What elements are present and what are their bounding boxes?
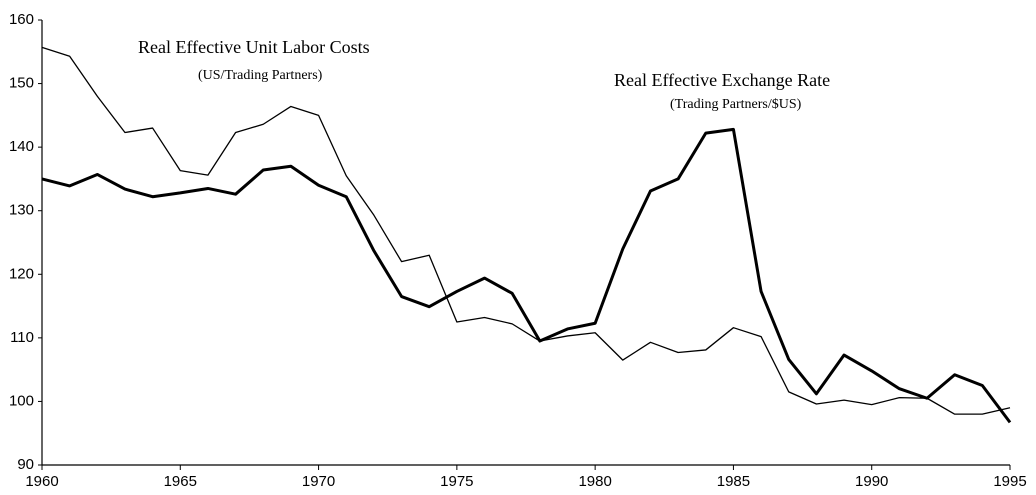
x-tick-label: 1960 <box>25 473 58 490</box>
x-tick-label: 1995 <box>993 473 1026 490</box>
y-tick-label: 90 <box>17 456 34 473</box>
x-tick-label: 1980 <box>578 473 611 490</box>
y-tick-label: 130 <box>9 202 34 219</box>
x-tick-label: 1990 <box>855 473 888 490</box>
x-tick-label: 1970 <box>302 473 335 490</box>
y-tick-label: 160 <box>9 11 34 28</box>
series-label: Real Effective Exchange Rate <box>614 70 830 90</box>
y-tick-label: 120 <box>9 265 34 282</box>
y-tick-label: 100 <box>9 392 34 409</box>
y-tick-label: 110 <box>10 329 34 346</box>
y-tick-label: 150 <box>9 75 34 92</box>
series-note: (US/Trading Partners) <box>198 68 323 83</box>
x-tick-label: 1985 <box>717 473 750 490</box>
x-tick-label: 1975 <box>440 473 473 490</box>
series-line <box>41 46 1011 415</box>
series-note: (Trading Partners/$US) <box>670 97 802 112</box>
x-tick-label: 1965 <box>164 473 197 490</box>
series-line <box>41 127 1012 424</box>
series-label: Real Effective Unit Labor Costs <box>138 37 370 57</box>
y-tick-label: 140 <box>9 138 34 155</box>
